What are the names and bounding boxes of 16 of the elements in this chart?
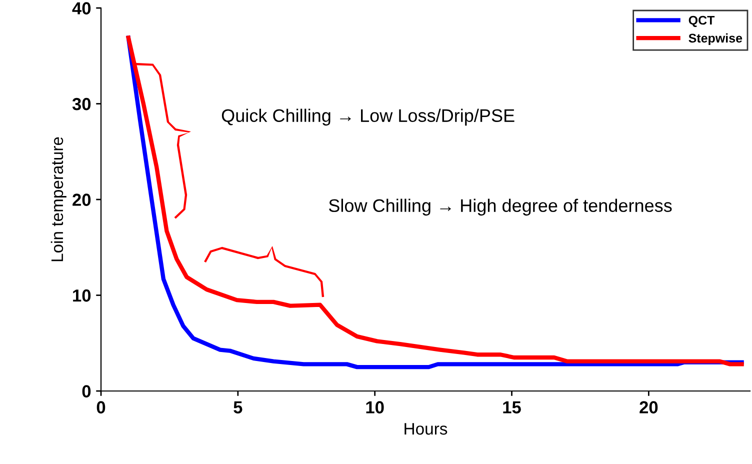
y-tick-label: 0 (82, 385, 91, 398)
y-tick-label: 10 (73, 289, 91, 302)
y-tick-label: 30 (72, 98, 91, 110)
legend-label: Stepwise (688, 33, 742, 46)
x-tick-label: 5 (234, 401, 242, 414)
annotation: Quick Chilling → Low Loss/Drip/PSE (222, 108, 514, 126)
x-tick-label: 15 (503, 401, 521, 414)
x-tick-label: 10 (366, 401, 384, 414)
y-tick-label: 40 (72, 2, 91, 14)
x-tick-label: 0 (96, 401, 106, 414)
x-tick-label: 20 (640, 401, 658, 414)
x-axis-title: Hours (404, 423, 448, 435)
annotation: Slow Chilling → High degree of tenderness (328, 198, 672, 216)
legend-label: QCT (688, 16, 715, 28)
y-tick-label: 20 (72, 194, 91, 206)
y-axis-title: Loin temperature (50, 137, 66, 262)
